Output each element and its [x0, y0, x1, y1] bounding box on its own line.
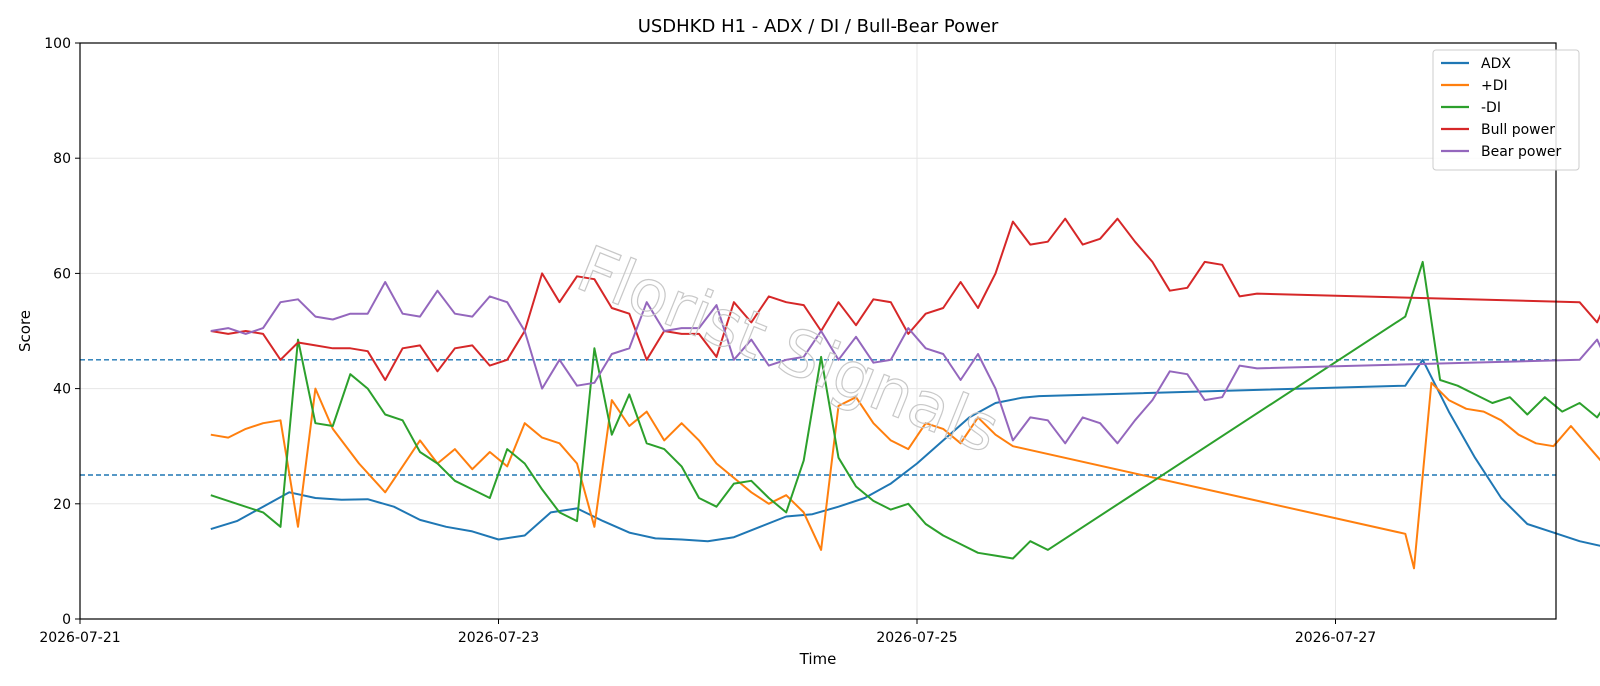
- legend-label-di: -DI: [1481, 100, 1501, 116]
- x-tick-label: 2026-07-25: [876, 630, 957, 646]
- legend: ADX +DI -DI Bull power Bear power: [1432, 49, 1580, 171]
- y-tick-label: 60: [53, 266, 71, 282]
- x-tick-label: 2026-07-21: [39, 630, 120, 646]
- y-tick-label: 80: [53, 151, 71, 167]
- legend-label-di: +DI: [1481, 78, 1508, 94]
- legend-label-bear-power: Bear power: [1481, 144, 1562, 160]
- series-line-di: [210, 381, 1600, 570]
- series-line-adx: [210, 358, 1600, 547]
- x-tick-label: 2026-07-23: [458, 630, 539, 646]
- y-tick-label: 100: [44, 36, 71, 52]
- legend-label-bull-power: Bull power: [1481, 122, 1555, 138]
- x-axis-title: Time: [799, 650, 837, 668]
- axis-ticks: 0 20 40 60 80 100 2026-07-21 2026-07-23 2026-07-…: [39, 36, 1376, 646]
- plot-frame: [79, 42, 1557, 620]
- x-tick-label: 2026-07-27: [1295, 630, 1376, 646]
- series-line-bear-power: [210, 281, 1600, 445]
- legend-box: [1432, 49, 1580, 171]
- reference-lines: [80, 359, 1556, 476]
- series-layer: [210, 217, 1600, 570]
- y-axis-title: Score: [16, 310, 34, 352]
- y-tick-label: 20: [53, 497, 71, 513]
- series-line-bull-power: [210, 217, 1600, 381]
- chart-title: USDHKD H1 - ADX / DI / Bull-Bear Power: [638, 16, 999, 37]
- series-line-di: [210, 260, 1600, 560]
- y-tick-label: 0: [62, 612, 71, 628]
- legend-label-adx: ADX: [1481, 56, 1511, 72]
- y-tick-label: 40: [53, 382, 71, 398]
